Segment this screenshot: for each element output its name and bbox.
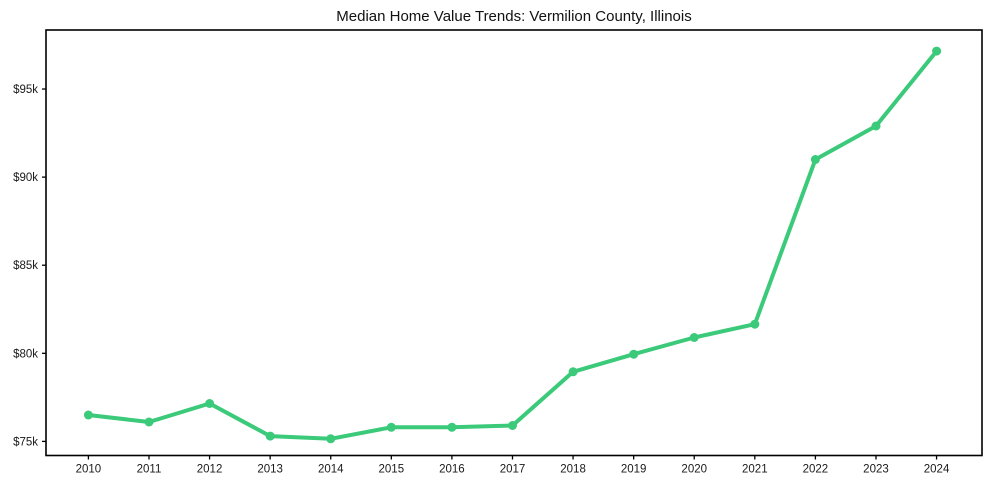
- chart-title: Median Home Value Trends: Vermilion Coun…: [336, 8, 691, 25]
- x-tick-label: 2014: [318, 464, 344, 476]
- x-tick-label: 2010: [76, 464, 102, 476]
- data-point-2022: [810, 155, 820, 164]
- x-tick-label: 2022: [803, 464, 829, 476]
- x-tick-label: 2017: [500, 464, 526, 476]
- x-tick-label: 2016: [439, 464, 465, 476]
- y-tick-label: $75k: [13, 436, 38, 448]
- data-point-2013: [265, 431, 275, 441]
- y-tick-label: $95k: [13, 84, 38, 96]
- data-point-2024: [932, 46, 942, 56]
- data-point-2020: [689, 333, 699, 342]
- data-point-2011: [144, 417, 154, 427]
- data-point-2017: [508, 421, 517, 430]
- x-tick-label: 2023: [863, 464, 889, 476]
- data-point-2010: [83, 410, 93, 420]
- x-tick-label: 2024: [924, 464, 950, 476]
- y-tick-label: $90k: [13, 172, 38, 184]
- x-tick-label: 2018: [560, 464, 586, 476]
- data-point-2014: [326, 434, 336, 444]
- data-point-2015: [386, 422, 396, 432]
- trend-line: [86, 49, 939, 441]
- x-tick-label: 2013: [257, 464, 283, 476]
- x-tick-label: 2011: [137, 464, 162, 476]
- x-tick-label: 2020: [681, 464, 707, 476]
- x-tick-label: 2021: [742, 464, 768, 476]
- data-point-2021: [750, 319, 760, 329]
- y-tick-label: $80k: [13, 348, 38, 360]
- plot-area: $75k $80k $85k $90k $95k 2010 2011 2012 2013 2014…: [13, 29, 983, 476]
- y-tick-label: $85k: [13, 260, 38, 272]
- data-point-2012: [205, 399, 215, 408]
- data-point-2019: [629, 349, 639, 359]
- data-point-2016: [447, 422, 457, 432]
- data-point-2023: [871, 121, 881, 131]
- x-tick-label: 2015: [379, 464, 405, 476]
- data-point-2018: [568, 367, 578, 377]
- x-tick-label: 2012: [197, 464, 223, 476]
- axes-frame: [45, 29, 983, 457]
- x-tick-label: 2019: [621, 464, 647, 476]
